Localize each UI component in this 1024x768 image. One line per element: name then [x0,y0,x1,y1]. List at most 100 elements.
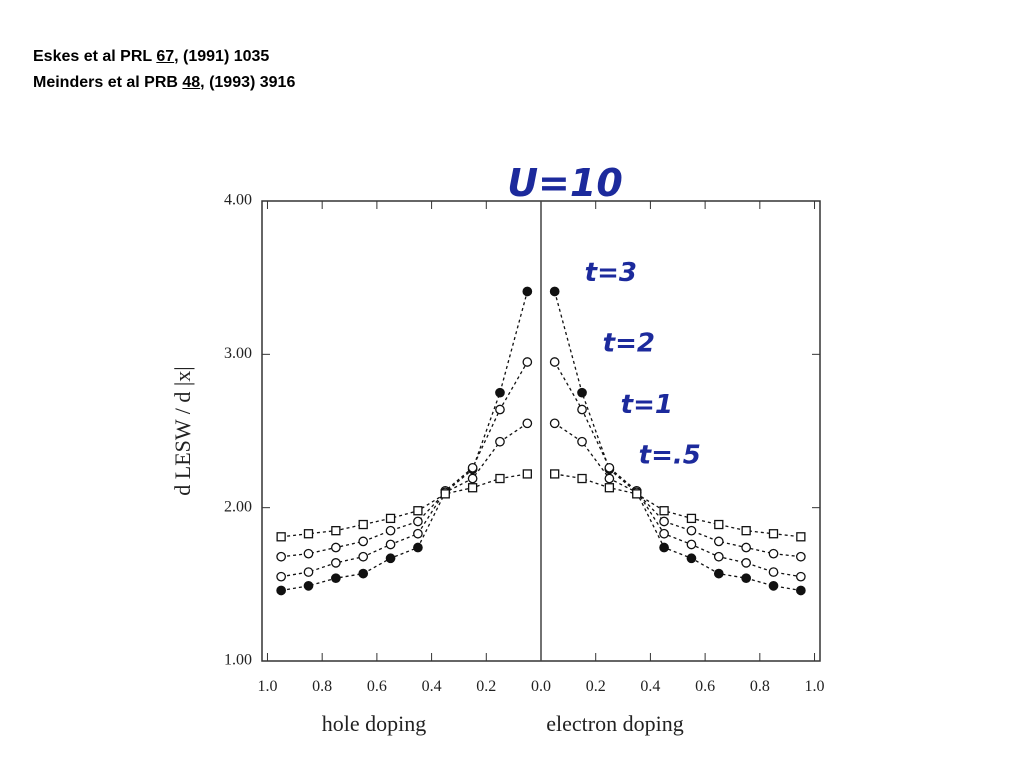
marker [768,567,779,577]
series-label: t=2 [603,329,655,359]
marker [768,548,779,559]
marker [495,387,505,398]
marker [713,568,724,579]
marker [741,526,751,536]
marker [577,436,587,447]
reference: Eskes et al PRL 67, (1991) 1035 [33,44,295,70]
ref-volume: 48 [182,74,201,91]
x-tick-label: 0.4 [422,678,442,695]
marker [358,536,369,547]
marker [659,506,669,516]
marker [796,571,806,582]
series-line [554,291,801,592]
marker [741,573,751,584]
series-line [281,473,528,538]
marker [358,568,369,579]
marker [741,542,751,553]
marker [358,551,369,562]
marker [659,528,669,539]
marker [768,529,779,539]
marker [713,536,724,547]
marker [276,532,286,542]
marker [522,357,533,367]
marker [358,519,368,530]
marker [796,585,806,596]
marker [686,553,697,564]
marker [522,469,532,479]
marker [413,542,423,553]
marker [796,551,806,562]
x-tick-label: 0.6 [367,678,387,695]
marker [495,404,505,415]
marker [796,532,806,542]
marker [331,558,341,568]
y-tick-label: 1.00 [224,652,252,669]
series-label: t=3 [585,258,637,288]
x-tick-label: 0.2 [586,678,606,695]
x-axis-label: electron doping [546,711,683,736]
marker [331,526,341,536]
marker [659,542,669,553]
series-label: t=.5 [639,440,701,470]
marker [768,581,779,591]
ref-text: , (1991) 1035 [174,48,270,65]
x-tick-label: 1.0 [805,678,825,695]
series-line [554,361,801,578]
marker [522,286,533,297]
series-line [554,422,801,558]
y-axis-label: d LESW / d |x| [170,366,195,495]
series-line [281,422,528,558]
marker [385,513,396,524]
x-tick-label: 0.2 [476,678,496,695]
marker [385,525,396,536]
marker [577,387,587,398]
marker [303,529,314,539]
references: Eskes et al PRL 67, (1991) 1035 Meinders… [33,44,295,96]
marker [686,525,697,536]
y-tick-label: 4.00 [224,192,252,209]
marker [276,571,286,582]
marker [331,542,341,553]
marker [303,548,314,559]
series-line [281,361,528,578]
y-tick-label: 3.00 [224,345,252,362]
marker [495,473,505,484]
marker [549,418,560,429]
marker [413,516,423,527]
x-tick-label: 0.4 [640,678,660,695]
x-tick-label: 0.8 [312,678,332,695]
marker [714,519,724,530]
marker [604,462,615,473]
marker [467,462,478,473]
marker [549,357,560,367]
x-tick-label: 0.8 [750,678,770,695]
marker [413,528,423,539]
marker [659,516,669,527]
marker [440,489,450,499]
x-tick-label: 0.0 [531,678,551,695]
series-line [281,291,528,592]
marker [331,573,341,584]
marker [276,551,286,562]
marker [385,539,396,550]
marker [522,418,533,429]
marker [604,473,615,484]
ref-text: , (1993) 3916 [200,74,296,91]
marker [303,567,314,577]
marker [577,473,587,484]
y-tick-label: 2.00 [224,498,252,515]
marker [686,539,697,550]
marker [495,436,505,447]
marker [385,553,396,564]
series-line [554,473,801,538]
marker [467,483,478,493]
reference: Meinders et al PRB 48, (1993) 3916 [33,70,295,96]
marker [713,551,724,562]
marker [467,473,478,484]
marker [577,404,587,415]
ref-text: Meinders et al PRB [33,74,183,91]
marker [741,558,751,568]
marker [550,469,560,479]
